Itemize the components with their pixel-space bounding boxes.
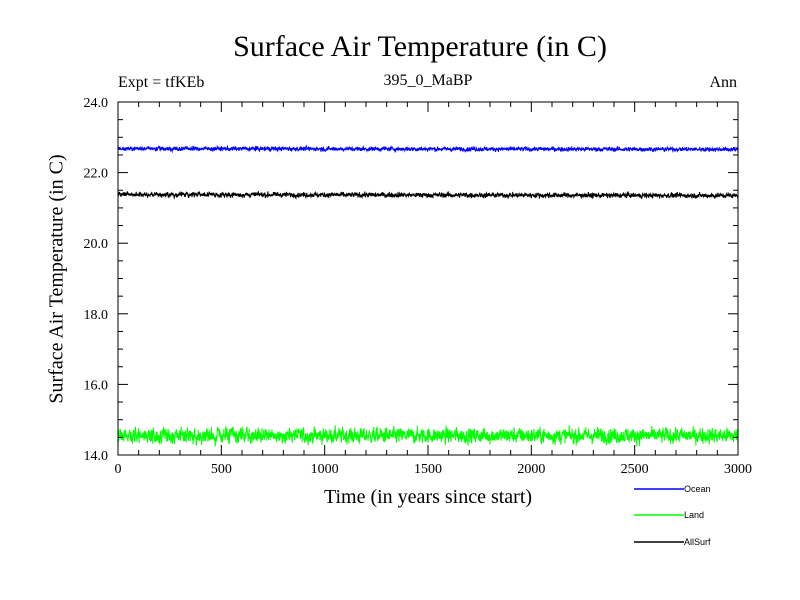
x-tick-label: 3000: [724, 462, 752, 477]
plot-frame: [117, 101, 739, 456]
x-tick-label: 2000: [517, 462, 545, 477]
series-line-allsurf: [117, 190, 739, 200]
legend-label-allsurf: AllSurf: [684, 537, 711, 547]
y-tick-label: 22.0: [84, 167, 109, 182]
y-tick-label: 18.0: [84, 308, 109, 323]
series-line-ocean: [117, 144, 739, 154]
x-tick-label: 1000: [311, 462, 339, 477]
legend-label-ocean: Ocean: [684, 484, 711, 494]
chart-title: Surface Air Temperature (in C): [233, 30, 607, 63]
legend-label-land: Land: [684, 510, 704, 520]
y-tick-label: 16.0: [84, 378, 109, 393]
x-tick-label: 1500: [414, 462, 442, 477]
series-layer: [117, 144, 739, 447]
experiment-label: Expt = tfKEb: [118, 74, 205, 91]
legend: Ocean Land AllSurf: [634, 484, 711, 547]
x-tick-label: 2500: [621, 462, 649, 477]
chart-subtitle: 395_0_MaBP: [383, 72, 473, 89]
y-tick-label: 14.0: [84, 449, 109, 464]
ticks-layer: 0 500 1000 1500 2000 2500 3000 14.0 16.0 18.0 20.0…: [84, 96, 753, 477]
x-tick-label: 0: [115, 462, 122, 477]
y-tick-label: 20.0: [84, 237, 109, 252]
series-line-land: [117, 425, 739, 447]
season-label: Ann: [709, 74, 737, 91]
x-tick-label: 500: [211, 462, 232, 477]
x-axis-label: Time (in years since start): [323, 486, 533, 508]
y-tick-label: 24.0: [84, 96, 109, 111]
